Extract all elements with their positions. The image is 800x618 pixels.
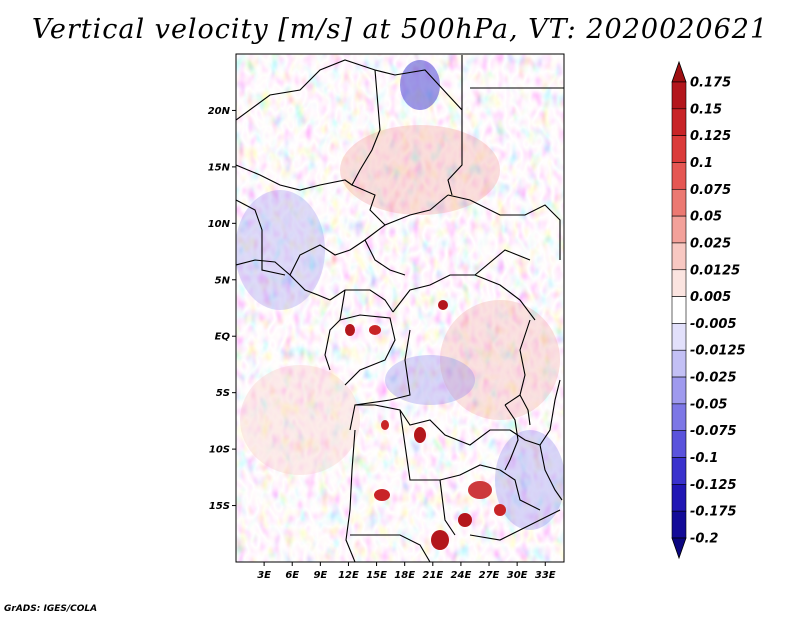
lon-tick-label: 24E bbox=[451, 570, 472, 581]
colorbar-bin bbox=[671, 430, 687, 458]
lon-tick-label: 33E bbox=[535, 570, 556, 581]
strong-updraft-cells bbox=[345, 300, 506, 550]
longitude-axis: 3E 6E 9E 12E 15E 18E 21E 24E 27E 30E 33E bbox=[257, 562, 556, 581]
lon-tick-label: 6E bbox=[285, 570, 299, 581]
grads-credit: GrADS: IGES/COLA bbox=[4, 604, 98, 614]
colorbar-label: 0.175 bbox=[690, 76, 731, 91]
lat-tick-label: EQ bbox=[215, 332, 231, 343]
colorbar-label: -0.125 bbox=[690, 478, 737, 493]
colorbar: 0.175 0.15 0.125 0.1 0.075 0.05 0.025 0.0125 0.0… bbox=[671, 60, 746, 560]
lat-tick-label: 10S bbox=[209, 445, 230, 456]
country-borders bbox=[236, 55, 564, 562]
lat-tick-label: 10N bbox=[208, 219, 231, 230]
map-title: Vertical velocity [m/s] at 500hPa, VT: 2… bbox=[31, 14, 769, 45]
colorbar-bin bbox=[671, 162, 687, 190]
colorbar-bin bbox=[671, 108, 687, 136]
colorbar-bin bbox=[671, 215, 687, 244]
colorbar-label: -0.0125 bbox=[690, 344, 746, 359]
colorbar-label: 0.05 bbox=[690, 210, 722, 225]
colorbar-bin bbox=[671, 81, 687, 110]
colorbar-bin bbox=[671, 484, 687, 512]
colorbar-label: -0.175 bbox=[690, 505, 737, 520]
lon-tick-label: 15E bbox=[366, 570, 387, 581]
lat-tick-label: 20N bbox=[208, 106, 231, 117]
lon-tick-label: 30E bbox=[507, 570, 528, 581]
colorbar-label: 0.075 bbox=[690, 183, 731, 198]
map-frame bbox=[235, 53, 565, 563]
colorbar-label: 0.005 bbox=[690, 290, 731, 305]
lon-tick-label: 18E bbox=[394, 570, 415, 581]
colorbar-bin bbox=[671, 323, 687, 351]
colorbar-label: -0.005 bbox=[690, 317, 737, 332]
lat-tick-label: 5N bbox=[215, 275, 231, 286]
lat-tick-label: 15N bbox=[208, 162, 231, 173]
lon-tick-label: 27E bbox=[479, 570, 500, 581]
colorbar-label: -0.05 bbox=[690, 397, 727, 412]
colorbar-bin bbox=[671, 242, 687, 271]
colorbar-label: -0.025 bbox=[690, 371, 737, 386]
colorbar-bin bbox=[671, 457, 687, 485]
colorbar-bin bbox=[671, 269, 687, 297]
colorbar-label: 0.125 bbox=[690, 129, 731, 144]
colorbar-label: 0.0125 bbox=[690, 263, 740, 278]
colorbar-label: 0.025 bbox=[690, 236, 731, 251]
colorbar-bin bbox=[671, 376, 687, 405]
colorbar-bottom-triangle bbox=[671, 537, 687, 560]
lon-tick-label: 3E bbox=[257, 570, 271, 581]
colorbar-bin bbox=[671, 403, 687, 432]
colorbar-label: 0.15 bbox=[690, 102, 722, 117]
lon-tick-label: 21E bbox=[422, 570, 443, 581]
vertical-velocity-field bbox=[236, 54, 564, 562]
colorbar-label: -0.1 bbox=[690, 451, 718, 466]
lat-tick-label: 15S bbox=[209, 501, 230, 512]
colorbar-bin bbox=[671, 296, 687, 324]
lon-tick-label: 12E bbox=[338, 570, 359, 581]
colorbar-bin bbox=[671, 349, 687, 378]
colorbar-label: 0.1 bbox=[690, 156, 713, 171]
colorbar-bin bbox=[671, 135, 687, 163]
latitude-axis: 20N 15N 10N 5N EQ 5S 10S 15S bbox=[208, 106, 236, 512]
colorbar-bin bbox=[671, 510, 687, 539]
colorbar-label: -0.075 bbox=[690, 424, 737, 439]
colorbar-top-triangle bbox=[671, 60, 687, 83]
colorbar-label: -0.2 bbox=[690, 532, 718, 547]
lon-tick-label: 9E bbox=[313, 570, 327, 581]
colorbar-bin bbox=[671, 188, 687, 217]
lat-tick-label: 5S bbox=[216, 388, 230, 399]
